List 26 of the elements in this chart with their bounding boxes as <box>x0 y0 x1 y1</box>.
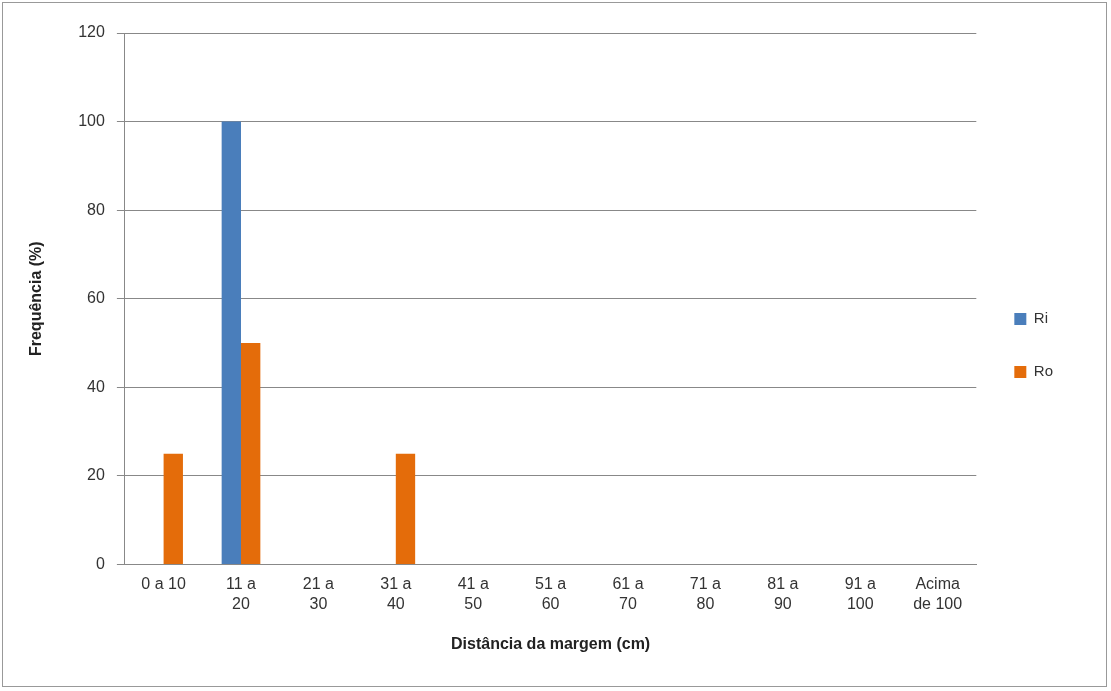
y-tick-label: 60 <box>87 289 105 307</box>
y-tick-label: 20 <box>87 466 105 484</box>
x-tick-label: 11 a 20 <box>226 575 257 612</box>
bar <box>163 453 183 564</box>
x-tick-label: 61 a 70 <box>612 575 644 612</box>
y-tick-label: 80 <box>87 200 105 218</box>
x-tick-label: 31 a 40 <box>380 575 412 612</box>
x-tick-label: Acima de 100 <box>913 575 963 612</box>
legend-label: Ri <box>1033 309 1048 327</box>
x-tick-label: 91 a 100 <box>844 575 876 612</box>
legend-label: Ro <box>1033 362 1054 380</box>
x-tick-label: 81 a 90 <box>767 575 799 612</box>
bar <box>221 121 241 564</box>
y-tick-label: 120 <box>78 23 105 41</box>
x-axis-title: Distância da margem (cm) <box>451 634 651 652</box>
y-tick-label: 0 <box>95 554 105 572</box>
x-tick-label: 71 a 80 <box>689 575 722 612</box>
y-axis-title: Frequência (%) <box>27 241 45 357</box>
x-tick-label: 41 a 50 <box>457 575 489 612</box>
bar <box>241 342 261 564</box>
y-tick-label: 100 <box>78 111 105 129</box>
bar <box>395 453 416 564</box>
x-tick-label: 51 a 60 <box>535 575 567 612</box>
x-tick-label: 21 a 30 <box>302 575 335 612</box>
y-tick-label: 40 <box>87 377 105 395</box>
x-tick-label: 0 a 10 <box>141 575 186 593</box>
